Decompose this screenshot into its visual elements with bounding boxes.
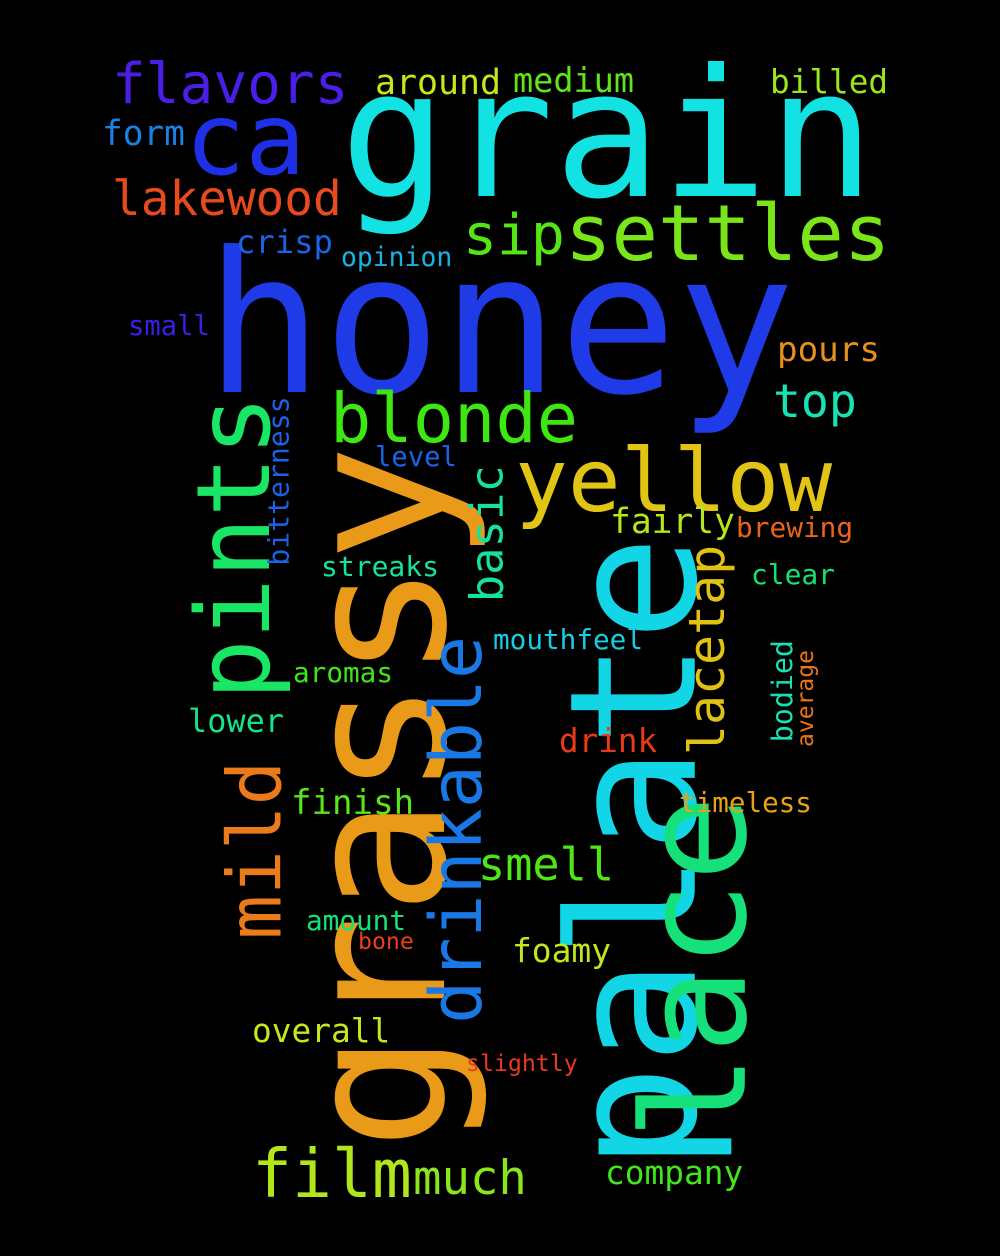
word-yellow: yellow [515, 429, 833, 532]
word-timeless: timeless [679, 785, 812, 819]
word-film: film [252, 1135, 412, 1213]
word-form: form [102, 114, 185, 154]
word-amount: amount [306, 903, 407, 937]
word-drink: drink [559, 721, 658, 760]
word-overall: overall [252, 1011, 391, 1050]
word-lace: lace [611, 795, 779, 1141]
word-small: small [128, 311, 210, 342]
word-fairly: fairly [610, 502, 735, 542]
word-around: around [375, 62, 502, 103]
word-slightly: slightly [466, 1050, 578, 1077]
word-streaks: streaks [321, 550, 440, 583]
word-blonde: blonde [330, 378, 579, 459]
word-finish: finish [291, 782, 415, 823]
word-grain: grain [340, 31, 875, 238]
word-settles: settles [565, 188, 891, 279]
word-top: top [773, 373, 857, 428]
word-flavors: flavors [112, 52, 349, 117]
word-brewing: brewing [736, 510, 854, 544]
word-smell: smell [478, 837, 615, 891]
word-drinkable: drinkable [414, 635, 498, 1024]
word-pours: pours [777, 330, 880, 370]
word-bone: bone [358, 928, 414, 955]
word-aromas: aromas [293, 655, 394, 689]
word-honey: honey [205, 211, 796, 439]
word-clear: clear [751, 558, 835, 591]
word-mild: mild [211, 760, 299, 940]
word-foamy: foamy [512, 931, 612, 970]
word-level: level [375, 441, 457, 473]
word-lakewood: lakewood [112, 172, 342, 227]
word-bitterness: bitterness [262, 395, 296, 566]
word-ca: ca [185, 81, 306, 198]
word-opinion: opinion [341, 241, 453, 273]
word-lower: lower [188, 701, 284, 740]
word-basic: basic [460, 464, 514, 602]
word-average: average [792, 650, 819, 747]
word-much: much [413, 1150, 527, 1206]
word-crisp: crisp [236, 222, 333, 261]
word-billed: billed [770, 62, 889, 101]
word-company: company [605, 1153, 744, 1192]
word-sip: sip [463, 203, 565, 268]
word-lacetap: lacetap [677, 544, 736, 756]
word-mouthfeel: mouthfeel [493, 623, 644, 656]
word-medium: medium [513, 61, 635, 100]
